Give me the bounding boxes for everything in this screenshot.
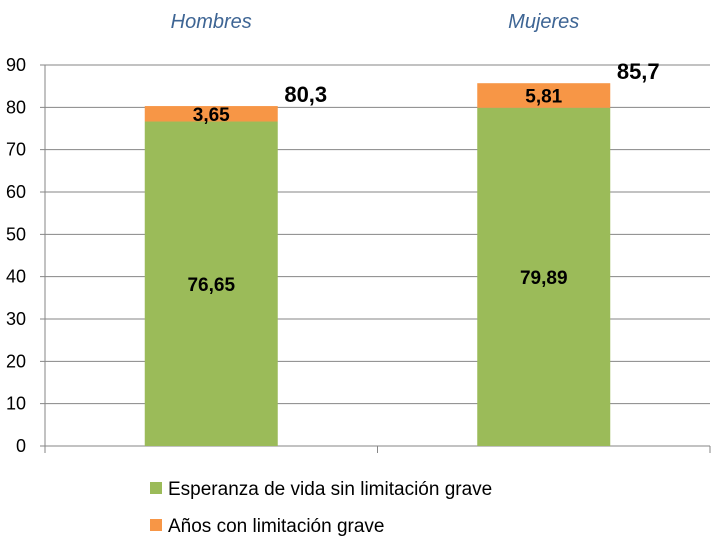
y-tick-label: 50 (6, 224, 26, 244)
bar-segment (144, 106, 278, 122)
y-tick-label: 30 (6, 309, 26, 329)
total-label: 80,3 (284, 82, 327, 107)
category-label: Hombres (171, 11, 252, 33)
category-label: Mujeres (508, 11, 579, 33)
y-tick-label: 0 (16, 436, 26, 456)
y-tick-label: 10 (6, 394, 26, 414)
y-tick-label: 70 (6, 140, 26, 160)
bar-segment (477, 83, 611, 108)
y-tick-label: 40 (6, 267, 26, 287)
y-tick-label: 80 (6, 97, 26, 117)
total-label: 85,7 (617, 59, 660, 84)
bar-segment (477, 107, 611, 446)
y-tick-label: 20 (6, 351, 26, 371)
data-label: 5,81 (525, 87, 562, 108)
legend-swatch (150, 482, 162, 494)
y-tick-label: 90 (6, 55, 26, 75)
legend-label: Años con limitación grave (168, 516, 385, 537)
data-label: 3,65 (193, 105, 230, 126)
data-label: 79,89 (520, 268, 568, 289)
bar-segment (144, 121, 278, 446)
legend-label: Esperanza de vida sin limitación grave (168, 479, 492, 500)
legend-swatch (150, 519, 162, 531)
y-tick-label: 60 (6, 182, 26, 202)
data-label: 76,65 (187, 275, 235, 296)
